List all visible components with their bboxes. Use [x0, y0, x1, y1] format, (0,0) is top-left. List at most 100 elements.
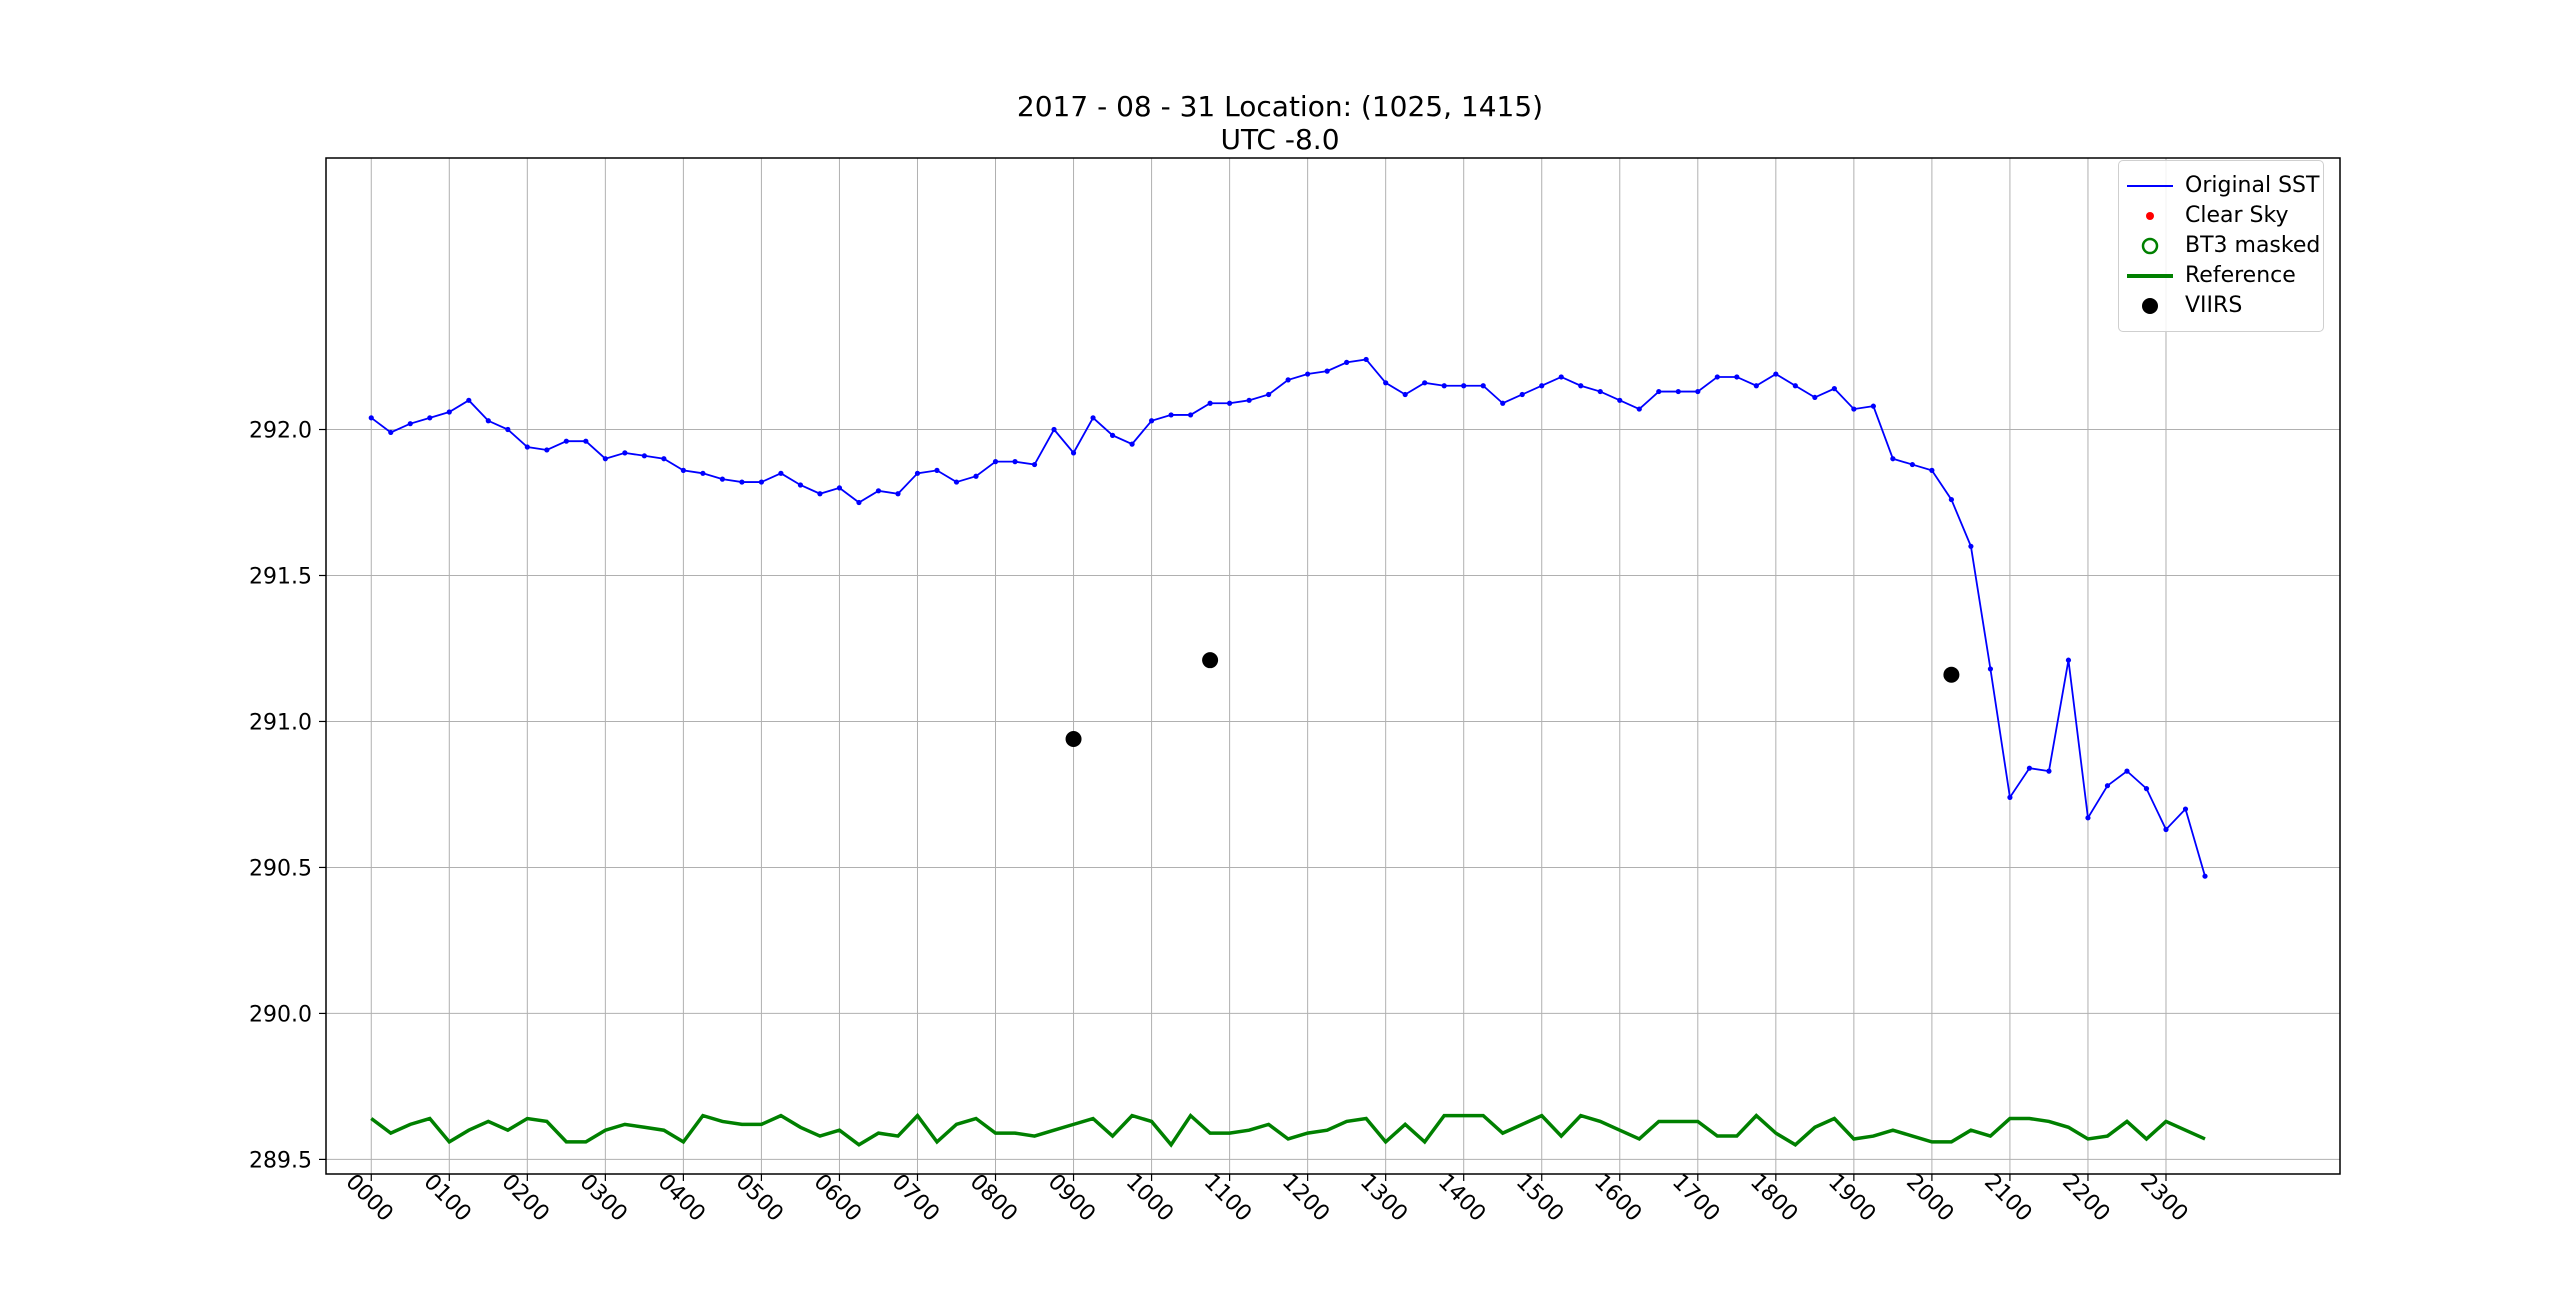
original-sst-point [1656, 388, 1662, 395]
original-sst-point [1480, 383, 1486, 389]
original-sst-point [700, 470, 706, 476]
original-sst-point [817, 491, 823, 497]
x-tick-label: 1700 [1667, 1170, 1724, 1227]
line-dot-icon [2127, 185, 2173, 187]
original-sst-point [1987, 666, 1994, 672]
original-sst-point [1070, 450, 1077, 456]
x-tick-label: 1000 [1121, 1170, 1178, 1227]
x-tick-label: 2200 [2057, 1170, 2114, 1227]
original-sst-point [544, 447, 550, 453]
x-tick-label: 1400 [1433, 1170, 1490, 1227]
original-sst-point [563, 438, 569, 444]
original-sst-point [1617, 397, 1623, 403]
original-sst-point [1578, 383, 1584, 389]
original-sst-point [1402, 391, 1408, 398]
original-sst-point [1383, 380, 1389, 386]
original-sst-point [1909, 461, 1915, 468]
legend: Original SST Clear Sky BT3 masked Refere… [2118, 160, 2324, 332]
original-sst-point [1558, 374, 1564, 380]
original-sst-point [1597, 388, 1603, 395]
original-sst-point [1285, 377, 1291, 383]
original-sst-point [1129, 441, 1135, 447]
original-sst-point [466, 397, 472, 403]
x-tick-label: 0100 [418, 1170, 475, 1227]
original-sst-point [602, 456, 608, 462]
original-sst-point [2026, 765, 2033, 771]
chart-subtitle: UTC -8.0 [1220, 123, 1340, 156]
original-sst-point [1831, 386, 1837, 392]
big-dot-icon [2142, 298, 2158, 314]
original-sst-point [2143, 786, 2150, 792]
original-sst-point [1109, 432, 1116, 438]
x-tick-label: 2300 [2135, 1170, 2192, 1227]
x-tick-label: 1300 [1355, 1170, 1412, 1227]
original-sst-point [1519, 391, 1525, 398]
original-sst-point [2085, 815, 2091, 821]
legend-label: VIIRS [2185, 293, 2243, 318]
plot-frame [325, 157, 2341, 1175]
original-sst-point [2124, 768, 2130, 774]
x-tick-label: 0000 [340, 1170, 397, 1227]
original-sst-point [1187, 412, 1194, 418]
original-sst-point [1207, 400, 1213, 406]
original-sst-point [1773, 371, 1779, 377]
reference-line [370, 1112, 2206, 1148]
x-tick-label: 0800 [965, 1170, 1022, 1227]
original-sst-point [2065, 657, 2072, 663]
original-sst-point [1695, 388, 1701, 395]
x-tick-label: 0400 [653, 1170, 710, 1227]
viirs-point [1202, 652, 1219, 669]
original-sst-point [973, 473, 979, 479]
original-sst-point [1714, 374, 1720, 380]
original-sst-line [370, 358, 2206, 877]
original-sst-point [1168, 412, 1174, 418]
original-sst-point [1753, 383, 1759, 389]
original-sst-point [680, 467, 686, 473]
x-tick-label: 1800 [1745, 1170, 1802, 1227]
original-sst-point [368, 415, 374, 421]
y-tick-label: 289.5 [249, 1148, 312, 1173]
original-sst-point [1148, 418, 1155, 424]
legend-label: Reference [2185, 263, 2296, 288]
original-sst-point [388, 429, 394, 436]
x-tick-label: 1900 [1823, 1170, 1880, 1227]
original-sst-point [1948, 496, 1955, 503]
original-sst-point [641, 453, 647, 459]
x-tick-label: 0300 [575, 1170, 632, 1227]
original-sst-point [1675, 388, 1681, 395]
original-sst-point [719, 476, 726, 482]
legend-item-original-sst: Original SST [2119, 171, 2323, 201]
grid [326, 158, 2340, 1174]
original-sst-point [1441, 383, 1447, 389]
x-tick-label: 0900 [1043, 1170, 1100, 1227]
original-sst-point [661, 456, 667, 462]
original-sst-point [2182, 806, 2189, 812]
original-sst-point [1305, 371, 1311, 377]
original-sst-point [778, 470, 784, 476]
original-sst-point [427, 415, 433, 421]
x-tick-label: 2000 [1901, 1170, 1958, 1227]
x-tick-label: 0700 [887, 1170, 944, 1227]
legend-label: Original SST [2185, 173, 2320, 198]
chart-title: 2017 - 08 - 31 Location: (1025, 1415) [1016, 90, 1544, 123]
original-sst-point [485, 418, 491, 424]
original-sst-point [914, 470, 921, 476]
original-sst-point [1968, 543, 1974, 549]
original-sst-point [934, 467, 940, 473]
original-sst-point [1051, 426, 1057, 433]
original-sst-point [953, 479, 960, 485]
legend-item-viirs: VIIRS [2119, 291, 2323, 321]
original-sst-point [1461, 383, 1467, 389]
tick-labels: 0000 0100 0200 0300 0400 0500 0600 0700 0800 0900… [249, 419, 2192, 1227]
x-tick-label: 1100 [1199, 1170, 1256, 1227]
y-tick-label: 291.0 [249, 710, 312, 735]
original-sst-point [1539, 383, 1545, 389]
legend-label: BT3 masked [2185, 233, 2321, 258]
viirs-point [1943, 666, 1960, 683]
y-tick-label: 290.0 [249, 1002, 312, 1027]
original-sst-point [1090, 415, 1096, 421]
original-sst-point [1324, 368, 1330, 374]
original-sst-point [758, 479, 765, 485]
x-tick-label: 0200 [497, 1170, 554, 1227]
original-sst-point [1734, 374, 1740, 380]
